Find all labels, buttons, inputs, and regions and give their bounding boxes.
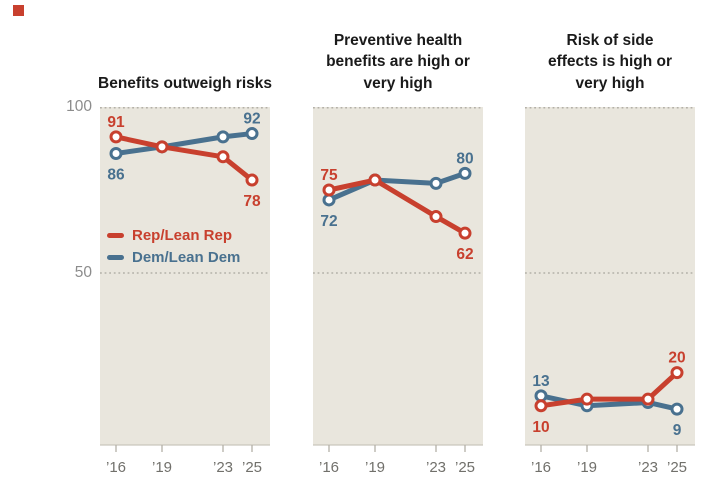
- value-label-rep: 20: [668, 350, 685, 367]
- data-point-marker-dem: [109, 146, 123, 160]
- panel-background: [525, 107, 695, 445]
- x-tick-label: ’23: [213, 459, 233, 476]
- value-label-dem: 72: [320, 213, 337, 230]
- x-tick-label: ’23: [638, 459, 658, 476]
- data-point-marker-rep: [245, 173, 259, 187]
- y-axis-label-100: 100: [66, 98, 92, 115]
- plot-svg: ’16 ’19 ’23 ’25 72 80 75 62: [313, 107, 483, 476]
- legend-item-dem: Dem/Lean Dem: [107, 246, 240, 268]
- data-point-marker-rep: [429, 210, 443, 224]
- data-point-marker-dem: [216, 130, 230, 144]
- plot-svg: ’16 ’19 ’23 ’25 86 92 91 78: [100, 107, 270, 476]
- data-point-marker-rep: [458, 226, 472, 240]
- x-tick-label: ’25: [455, 459, 475, 476]
- series-line-rep: [113, 134, 255, 183]
- plot-svg: ’16 ’19 ’23 ’25 13 9 10 20: [525, 107, 695, 476]
- value-label-dem: 86: [107, 166, 125, 183]
- panel-title: Benefits outweigh risks: [98, 74, 272, 92]
- red-square-mark: [13, 5, 24, 16]
- data-point-marker-rep: [109, 130, 123, 144]
- legend: Rep/Lean Rep Dem/Lean Dem: [107, 224, 240, 268]
- data-point-marker-dem: [670, 402, 684, 416]
- x-tick-label: ’16: [531, 459, 551, 476]
- x-tick-label: ’23: [426, 459, 446, 476]
- data-point-marker-rep: [580, 392, 594, 406]
- value-label-rep: 91: [107, 114, 125, 131]
- x-tick-label: ’16: [319, 459, 339, 476]
- series-line-rep: [538, 370, 680, 409]
- dem-line-swatch-icon: [107, 254, 124, 260]
- data-point-marker-dem: [458, 166, 472, 180]
- value-label-rep: 10: [532, 419, 549, 436]
- value-label-dem: 80: [456, 150, 473, 167]
- x-tick-label: ’19: [365, 459, 385, 476]
- data-point-marker-dem: [245, 127, 259, 141]
- series-line-dem: [326, 170, 468, 203]
- data-point-marker-rep: [670, 366, 684, 380]
- value-label-dem: 92: [243, 111, 260, 128]
- data-point-marker-rep: [534, 399, 548, 413]
- x-tick-label: ’19: [152, 459, 172, 476]
- panel-title: Risk of side effects is high or very high: [547, 31, 673, 92]
- rep-line-swatch-icon: [107, 232, 124, 238]
- value-label-rep: 75: [320, 167, 338, 184]
- x-tick-label: ’25: [242, 459, 262, 476]
- data-point-marker-rep: [155, 140, 169, 154]
- x-tick-label: ’19: [577, 459, 597, 476]
- data-point-marker-rep: [368, 173, 382, 187]
- panel-background: [100, 107, 270, 445]
- legend-label-rep: Rep/Lean Rep: [132, 226, 233, 244]
- panel-title: Preventive health benefits are high or ver…: [326, 31, 470, 92]
- legend-item-rep: Rep/Lean Rep: [107, 224, 240, 246]
- series-line-rep: [326, 177, 468, 236]
- x-tick-label: ’25: [667, 459, 687, 476]
- data-point-marker-rep: [641, 392, 655, 406]
- value-label-dem: 13: [532, 373, 550, 390]
- value-label-rep: 78: [243, 193, 261, 210]
- series-line-dem: [113, 131, 255, 156]
- legend-label-dem: Dem/Lean Dem: [132, 248, 241, 266]
- y-axis-label-50: 50: [74, 264, 92, 281]
- data-point-marker-dem: [429, 176, 443, 190]
- data-point-marker-rep: [322, 183, 336, 197]
- value-label-rep: 62: [456, 246, 473, 263]
- x-tick-label: ’16: [106, 459, 126, 476]
- panel-background: [313, 107, 483, 445]
- value-label-dem: 9: [673, 422, 682, 439]
- data-point-marker-rep: [216, 150, 230, 164]
